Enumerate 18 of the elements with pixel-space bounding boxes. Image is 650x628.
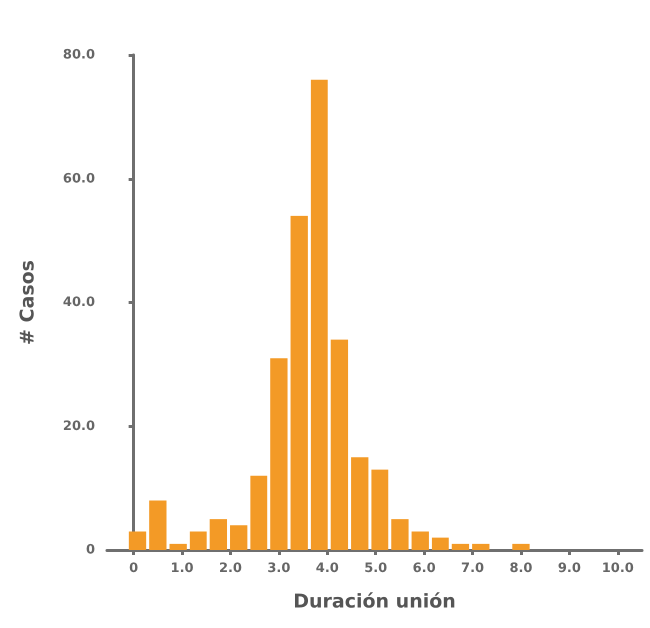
x-tick-label: 6.0 <box>412 561 436 576</box>
x-tick-label: 2.0 <box>218 561 242 576</box>
y-axis-title: # Casos <box>16 260 38 345</box>
x-tick-label: 0 <box>129 561 138 576</box>
y-tick-label: 80.0 <box>62 48 95 62</box>
x-tick-label: 4.0 <box>316 561 339 576</box>
x-tick-label: 10.0 <box>602 561 634 576</box>
x-axis-title: Duración unión <box>293 590 456 612</box>
x-tick-label: 7.0 <box>461 561 484 576</box>
x-tick-label: 1.0 <box>170 561 194 576</box>
y-tick-label: 20.0 <box>62 418 95 434</box>
y-tick-label: 40.0 <box>62 295 95 310</box>
x-tick-label: 8.0 <box>509 561 532 576</box>
y-tick-label: 0 <box>86 542 95 558</box>
y-tick-label: 60.0 <box>62 171 95 186</box>
x-tick-label: 3.0 <box>267 561 290 576</box>
x-tick-label: 9.0 <box>558 561 581 576</box>
x-tick-label: 5.0 <box>364 561 388 576</box>
